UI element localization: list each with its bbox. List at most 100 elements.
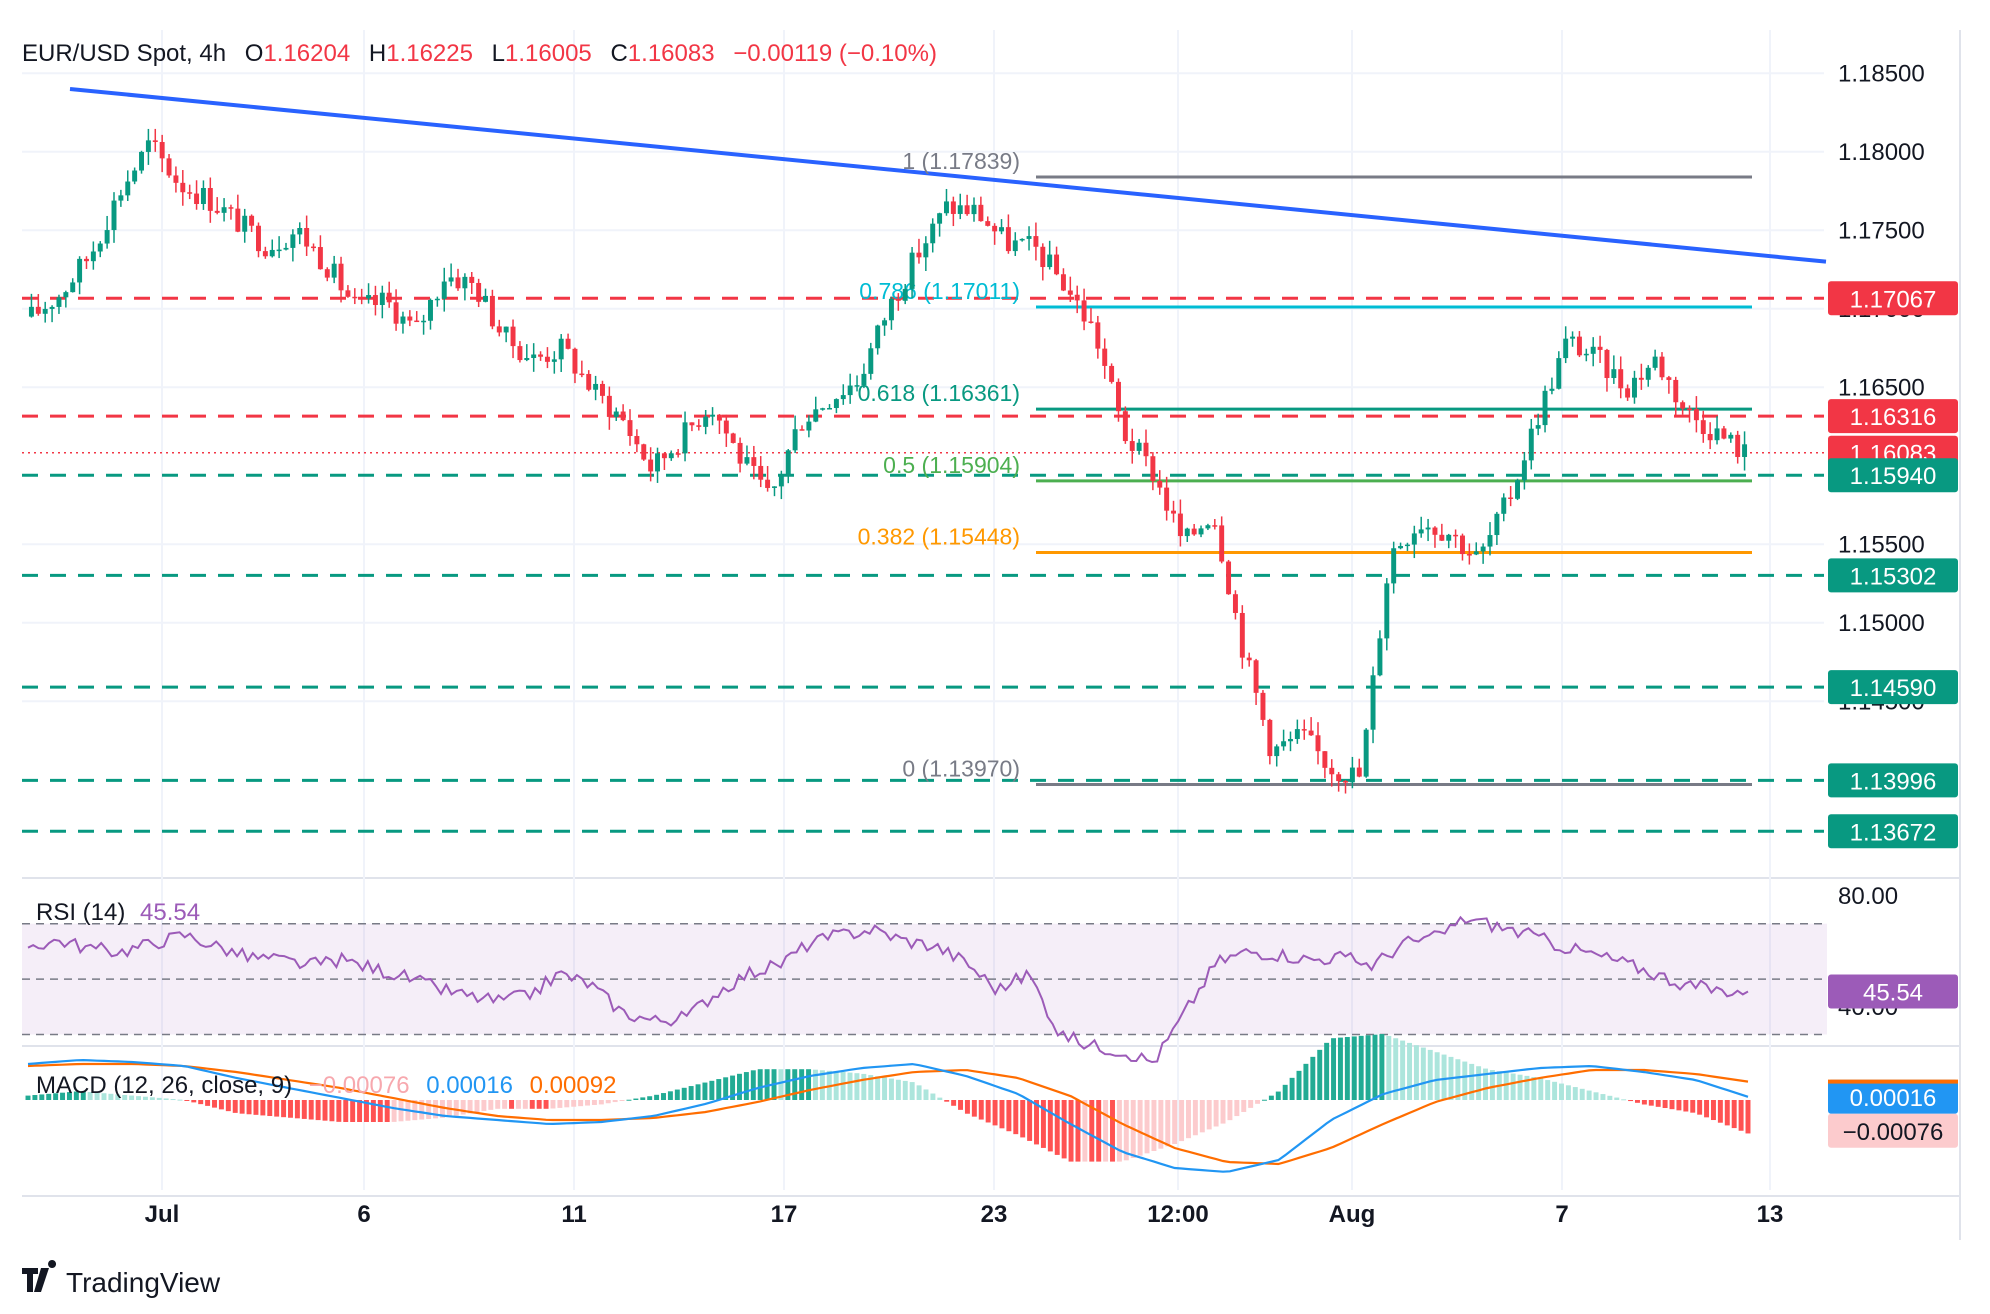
candle-down[interactable]: [1129, 428, 1135, 464]
candle-up[interactable]: [269, 239, 275, 258]
candle-up[interactable]: [49, 305, 55, 323]
candle-down[interactable]: [152, 128, 158, 152]
candle-down[interactable]: [1219, 516, 1225, 564]
candle-down[interactable]: [544, 347, 550, 369]
candle-down[interactable]: [1122, 406, 1128, 444]
candle-up[interactable]: [1205, 523, 1211, 531]
candle-down[interactable]: [765, 466, 771, 492]
candle-down[interactable]: [1707, 422, 1713, 450]
rsi-line[interactable]: [27, 915, 1749, 1064]
candle-down[interactable]: [1336, 771, 1342, 792]
candle-down[interactable]: [1453, 529, 1459, 548]
candle-down[interactable]: [1687, 405, 1692, 423]
candle-down[interactable]: [696, 419, 702, 431]
candle-up[interactable]: [937, 212, 943, 237]
candle-up[interactable]: [1632, 370, 1637, 404]
candle-down[interactable]: [634, 429, 640, 453]
candle-up[interactable]: [888, 296, 894, 330]
candle-up[interactable]: [104, 215, 110, 249]
candle-down[interactable]: [35, 294, 41, 316]
candle-up[interactable]: [1480, 543, 1486, 564]
candle-up[interactable]: [1652, 349, 1658, 371]
candle-down[interactable]: [1095, 315, 1101, 359]
candle-down[interactable]: [689, 422, 695, 432]
candle-up[interactable]: [111, 192, 117, 243]
candle-down[interactable]: [159, 134, 165, 173]
candle-down[interactable]: [359, 288, 365, 305]
candle-down[interactable]: [1088, 307, 1094, 324]
candle-down[interactable]: [1054, 246, 1060, 276]
candle-down[interactable]: [661, 452, 667, 471]
candle-up[interactable]: [379, 285, 385, 319]
candle-up[interactable]: [1494, 511, 1500, 545]
candle-down[interactable]: [1033, 222, 1039, 261]
candle-up[interactable]: [1528, 418, 1534, 470]
candle-down[interactable]: [256, 222, 261, 258]
candle-up[interactable]: [118, 189, 124, 207]
candle-up[interactable]: [1294, 719, 1300, 744]
candle-up[interactable]: [558, 334, 564, 372]
candle-up[interactable]: [999, 219, 1004, 235]
candle-down[interactable]: [992, 223, 998, 245]
candle-down[interactable]: [338, 256, 344, 303]
candle-down[interactable]: [510, 319, 516, 359]
candle-up[interactable]: [1590, 337, 1596, 367]
candle-up[interactable]: [242, 208, 248, 243]
candle-down[interactable]: [751, 445, 757, 480]
tradingview-logo[interactable]: TradingView: [22, 1260, 221, 1298]
rsi-value-tag[interactable]: 45.54: [1828, 974, 1958, 1009]
candle-up[interactable]: [531, 343, 537, 372]
candle-up[interactable]: [1349, 756, 1355, 789]
candle-down[interactable]: [180, 170, 186, 206]
candle-down[interactable]: [324, 267, 330, 282]
candle-down[interactable]: [393, 289, 399, 331]
price-tag-resistance[interactable]: 1.16316: [1828, 399, 1958, 434]
candle-down[interactable]: [1308, 717, 1314, 736]
candle-down[interactable]: [1060, 268, 1066, 292]
candle-up[interactable]: [868, 342, 874, 380]
candle-up[interactable]: [1274, 744, 1280, 767]
candle-up[interactable]: [613, 407, 619, 421]
candle-up[interactable]: [483, 288, 488, 303]
candle-down[interactable]: [1157, 470, 1163, 495]
candle-up[interactable]: [772, 486, 777, 497]
candle-up[interactable]: [63, 290, 69, 308]
candle-down[interactable]: [538, 351, 544, 361]
candle-down[interactable]: [1081, 288, 1087, 331]
candle-up[interactable]: [221, 198, 227, 222]
candle-down[interactable]: [1067, 276, 1073, 303]
candle-up[interactable]: [290, 229, 296, 262]
candle-down[interactable]: [1693, 396, 1699, 433]
candle-up[interactable]: [710, 407, 716, 426]
price-tag-support[interactable]: 1.15940: [1828, 458, 1958, 493]
candle-up[interactable]: [200, 180, 206, 210]
descending-trendline[interactable]: [69, 86, 1827, 264]
candle-down[interactable]: [311, 243, 316, 252]
candle-down[interactable]: [1356, 758, 1362, 778]
candle-down[interactable]: [496, 319, 502, 337]
candle-down[interactable]: [84, 256, 89, 269]
candle-up[interactable]: [139, 150, 144, 174]
candle-down[interactable]: [1466, 543, 1472, 565]
candle-down[interactable]: [1239, 605, 1245, 669]
candle-up[interactable]: [1019, 238, 1025, 242]
candle-down[interactable]: [1301, 719, 1307, 740]
candle-down[interactable]: [572, 347, 578, 384]
candle-up[interactable]: [703, 409, 709, 435]
candle-up[interactable]: [1542, 385, 1548, 433]
candle-up[interactable]: [1583, 348, 1589, 362]
candle-down[interactable]: [249, 214, 255, 233]
candle-up[interactable]: [930, 218, 936, 253]
candle-up[interactable]: [744, 445, 750, 466]
candle-up[interactable]: [448, 263, 454, 287]
candle-up[interactable]: [806, 415, 812, 438]
price-tag-support[interactable]: 1.14590: [1828, 670, 1958, 705]
candle-up[interactable]: [840, 384, 846, 405]
candle-down[interactable]: [950, 196, 956, 227]
candle-down[interactable]: [1343, 780, 1348, 794]
candle-down[interactable]: [476, 278, 482, 308]
candle-up[interactable]: [524, 344, 530, 362]
candle-up[interactable]: [785, 448, 791, 484]
candle-down[interactable]: [600, 380, 605, 404]
candle-up[interactable]: [593, 375, 599, 401]
